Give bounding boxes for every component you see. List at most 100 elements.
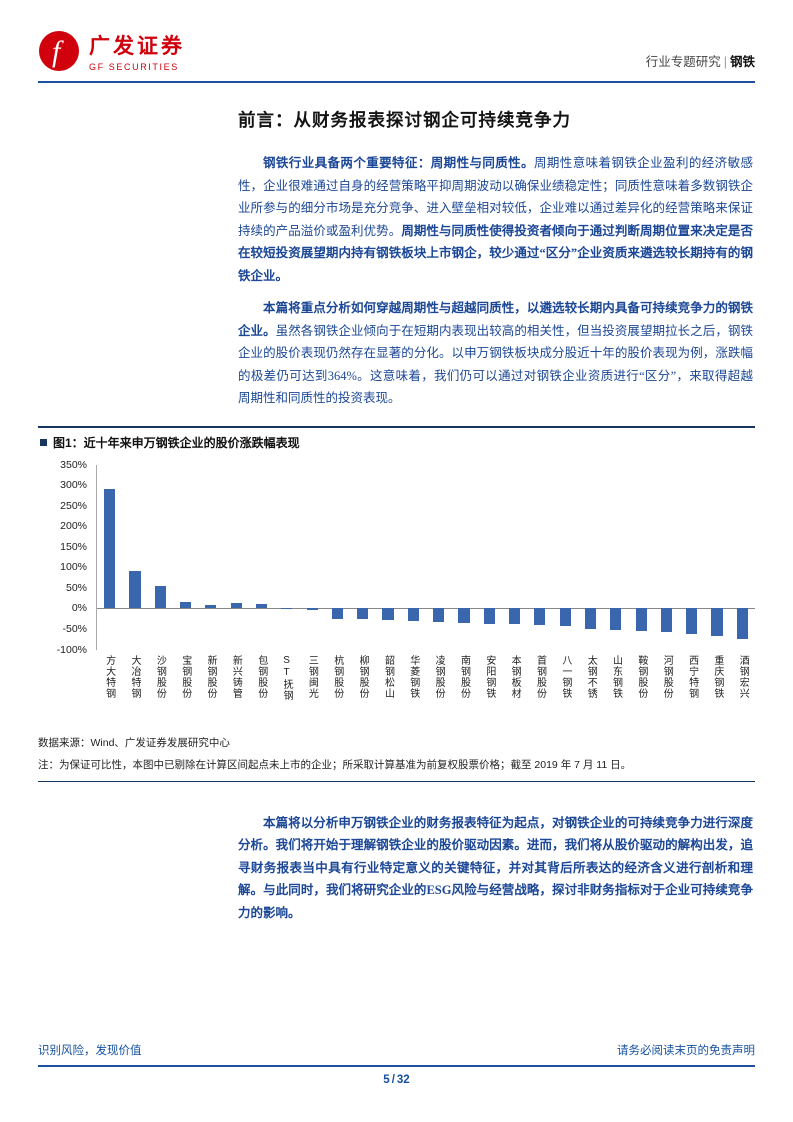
text-run: 虽然各钢铁企业倾向于在短期内表现出较高的相关性，但当投资展望期拉长之后，钢铁企业… [238, 323, 753, 406]
y-tick-label: 300% [60, 479, 87, 492]
y-tick-label: 100% [60, 561, 87, 574]
x-axis-label-cell: 本钢板材 [502, 655, 527, 727]
x-axis-label-cell: 鞍钢股份 [628, 655, 653, 727]
bar-大冶特钢 [129, 571, 141, 609]
x-axis-label: 凌钢股份 [433, 654, 445, 699]
page-separator: / [391, 1074, 395, 1086]
x-axis-label-cell: 河钢股份 [654, 655, 679, 727]
x-axis-label-cell: 三钢闽光 [299, 655, 324, 727]
x-axis-label: ST抚钢 [281, 654, 293, 701]
page-number: 5/32 [38, 1074, 755, 1086]
bar-宝钢股份 [180, 601, 192, 609]
x-axis-label-cell: 韶钢松山 [375, 655, 400, 727]
x-axis-label-cell: 柳钢股份 [349, 655, 374, 727]
bold-text-run: 钢铁行业具备两个重要特征：周期性与同质性。 [263, 156, 534, 170]
y-tick-label: 150% [60, 540, 87, 553]
x-axis-label-cell: 杭钢股份 [324, 655, 349, 727]
x-axis-line [97, 608, 755, 610]
x-axis-label-cell: 酒钢宏兴 [730, 655, 755, 727]
brand-name-cn: 广发证券 [89, 35, 185, 58]
bar-三钢闽光 [306, 608, 318, 611]
x-axis-label-cell: 太钢不锈 [578, 655, 603, 727]
x-axis-label: 沙钢股份 [154, 654, 166, 699]
bar-chart: 350% 300% 250% 200% 150% 100% 50% 0% -50% -100% [38, 459, 755, 656]
x-axis-label: 安阳钢铁 [483, 654, 495, 699]
x-axis-label: 西宁特钢 [686, 654, 698, 699]
x-axis-label-cell: 重庆钢铁 [704, 655, 729, 727]
x-axis-label: 新钢股份 [205, 654, 217, 699]
bar-包钢股份 [255, 603, 268, 609]
x-axis-label: 鞍钢股份 [635, 654, 647, 699]
x-axis-label-cell: 新钢股份 [197, 655, 222, 727]
x-axis-label: 大冶特钢 [129, 654, 141, 699]
closing-paragraph-block: 本篇将以分析申万钢铁企业的财务报表特征为起点，对钢铁企业的可持续竞争力进行深度分… [238, 812, 753, 925]
header-category: 行业专题研究 [645, 55, 721, 69]
y-tick-label: -50% [62, 622, 87, 635]
bar-沙钢股份 [154, 585, 166, 609]
x-axis-label-cell: 华菱钢铁 [400, 655, 425, 727]
y-tick-label: 200% [60, 520, 87, 533]
brand-name-en: GF SECURITIES [89, 62, 179, 72]
y-tick-label: -100% [56, 643, 87, 656]
x-axis-label-cell: 凌钢股份 [425, 655, 450, 727]
x-axis-label-cell: ST抚钢 [273, 655, 298, 727]
figure-note: 注：为保证可比性，本图中已剔除在计算区间起点未上市的企业；所采取计算基准为前复权… [38, 757, 755, 782]
x-axis-label: 河钢股份 [661, 654, 673, 699]
x-axis-label: 山东钢铁 [610, 654, 622, 699]
x-axis-label: 包钢股份 [255, 654, 267, 699]
bar-柳钢股份 [357, 608, 369, 620]
x-axis-label-cell: 宝钢股份 [172, 655, 197, 727]
bar-韶钢松山 [382, 608, 394, 621]
x-axis-label-cell: 安阳钢铁 [476, 655, 501, 727]
brand: f 广发证券 GF SECURITIES [38, 30, 185, 72]
page-current: 5 [383, 1074, 390, 1086]
figure-caption: 图1：近十年来申万钢铁企业的股价涨跌幅表现 [53, 435, 300, 450]
bar-酒钢宏兴 [736, 608, 748, 639]
x-axis-label: 南钢股份 [458, 654, 470, 699]
bold-text-run: 周期性与同质性使得投资者倾向于通过判断周期位置来决定是否在较短投资展望期内持有钢… [238, 223, 753, 283]
bar-首钢股份 [534, 608, 546, 626]
x-axis-label-cell: 包钢股份 [248, 655, 273, 727]
x-axis-label-cell: 山东钢铁 [603, 655, 628, 727]
bar-新钢股份 [205, 605, 217, 609]
header-divider: | [723, 55, 727, 69]
text-run: 周期性意味着钢铁企业盈利的经济敏感性，企业很难通过自身的经营策略平抑周期波动以确… [238, 156, 753, 238]
x-axis-label-cell: 南钢股份 [451, 655, 476, 727]
x-axis-label: 华菱钢铁 [407, 654, 419, 699]
x-axis-label: 韶钢松山 [382, 654, 394, 699]
intro-paragraphs: 钢铁行业具备两个重要特征：周期性与同质性。周期性意味着钢铁企业盈利的经济敏感性，… [238, 152, 753, 410]
section-title: 前言：从财务报表探讨钢企可持续竞争力 [238, 110, 571, 130]
x-axis-label: 方大特钢 [103, 654, 115, 699]
bar-ST抚钢 [281, 607, 293, 609]
closing-paragraph: 本篇将以分析申万钢铁企业的财务报表特征为起点，对钢铁企业的可持续竞争力进行深度分… [238, 812, 753, 925]
bar-杭钢股份 [331, 608, 343, 619]
x-axis-label: 本钢板材 [509, 654, 521, 699]
x-axis-label: 柳钢股份 [357, 654, 369, 699]
bar-鞍钢股份 [635, 608, 647, 631]
bar-新兴铸管 [230, 603, 242, 609]
x-axis-label: 酒钢宏兴 [737, 654, 749, 699]
x-axis-label-cell: 沙钢股份 [147, 655, 172, 727]
chart-x-axis-labels: 方大特钢 大冶特钢 沙钢股份 宝钢股份 新钢股份 新兴铸管 包钢股份 ST抚钢 三钢闽光 杭钢股份… [96, 655, 755, 727]
footer-row: 识别风险，发现价值 请务必阅读末页的免责声明 [38, 1042, 755, 1067]
bar-八一钢铁 [559, 608, 571, 627]
x-axis-label: 新兴铸管 [230, 654, 242, 699]
footer-left-slogan: 识别风险，发现价值 [38, 1045, 142, 1057]
x-axis-label: 八一钢铁 [559, 654, 571, 699]
footer: 识别风险，发现价值 请务必阅读末页的免责声明 5/32 [38, 1042, 755, 1086]
bar-方大特钢 [104, 489, 116, 609]
brand-text: 广发证券 GF SECURITIES [89, 30, 185, 72]
x-axis-label-cell: 方大特钢 [96, 655, 121, 727]
bold-text-run: 本篇将重点分析如何穿越周期性与超越同质性，以遴选较长期内具备可持续竞争力的钢铁企… [238, 301, 753, 338]
x-axis-label: 重庆钢铁 [711, 654, 723, 699]
bar-安阳钢铁 [483, 608, 495, 624]
header: f 广发证券 GF SECURITIES 行业专题研究 | 钢铁 [38, 30, 755, 83]
bar-河钢股份 [660, 608, 672, 633]
figure-source: 数据来源：Wind、广发证券发展研究中心 [38, 736, 230, 749]
gf-logo-icon: f [39, 31, 79, 71]
x-axis-label-cell: 大冶特钢 [121, 655, 146, 727]
x-axis-label: 三钢闽光 [306, 654, 318, 699]
bar-本钢板材 [509, 608, 521, 625]
y-tick-label: 350% [60, 458, 87, 471]
